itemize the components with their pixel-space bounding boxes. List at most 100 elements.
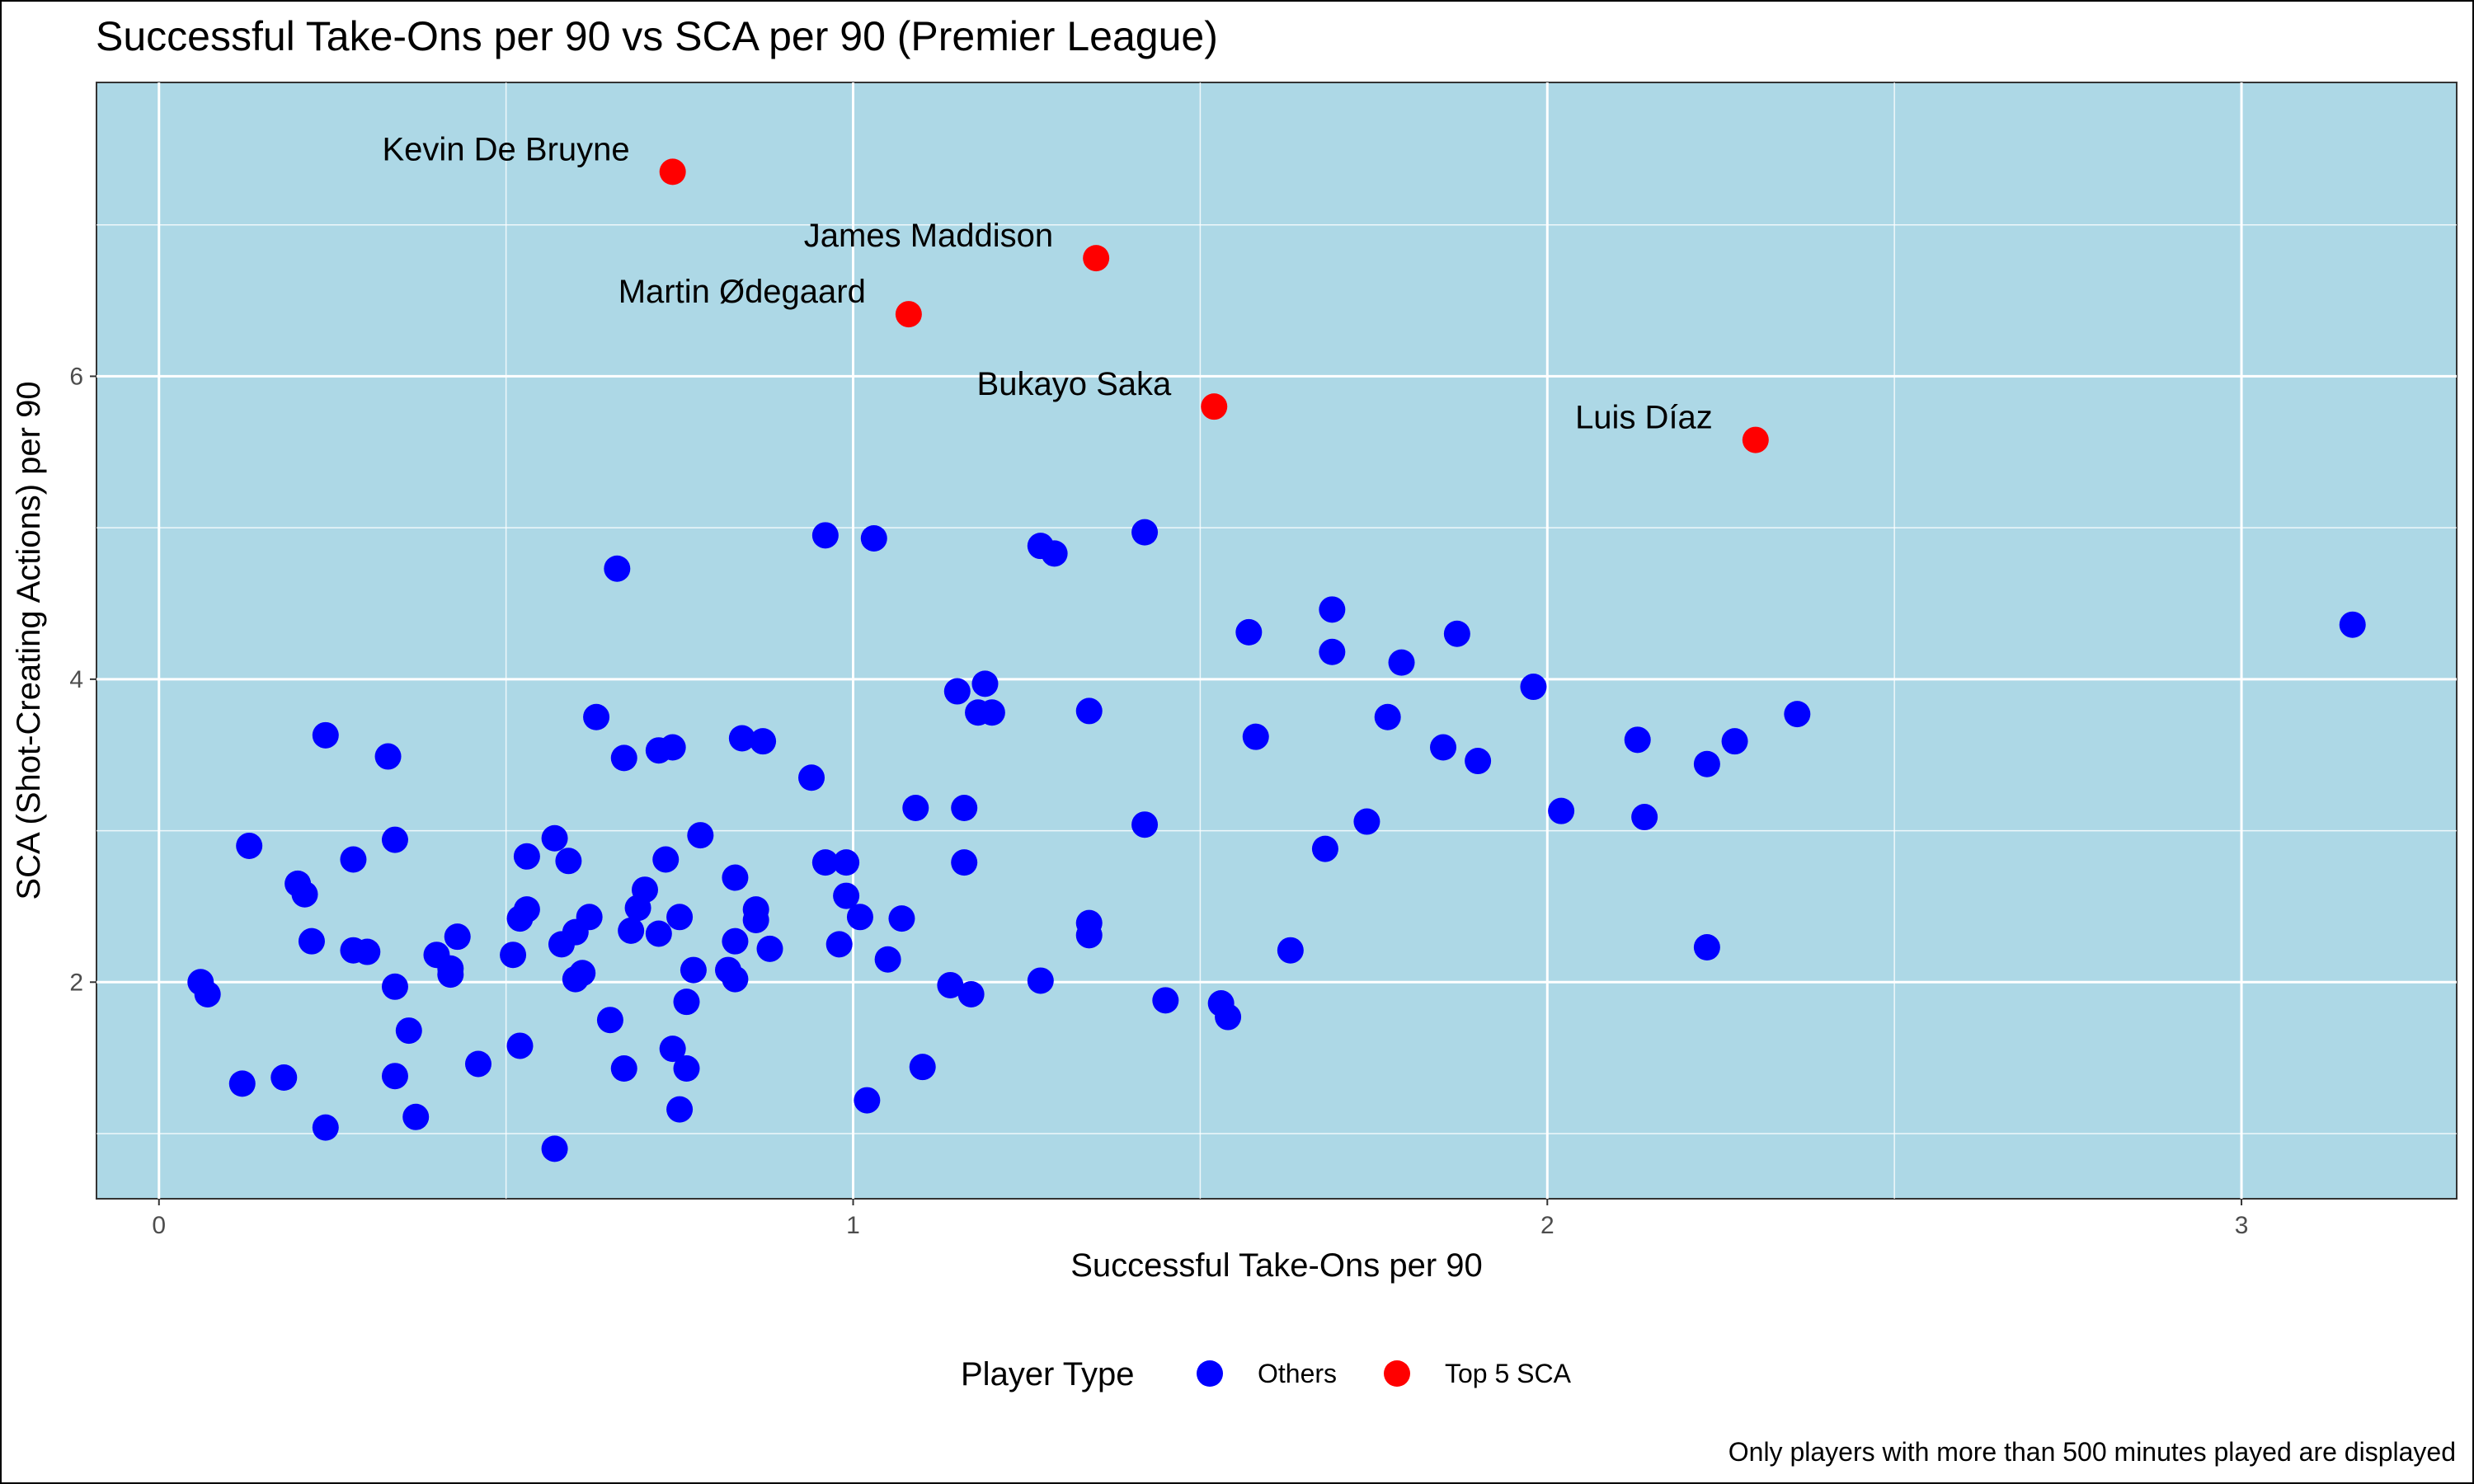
data-point-others bbox=[1319, 638, 1346, 665]
x-tick-label: 1 bbox=[846, 1212, 860, 1239]
data-point-others bbox=[728, 725, 755, 752]
data-point-others bbox=[1465, 748, 1492, 775]
data-point-top5 bbox=[1201, 393, 1228, 420]
data-point-others bbox=[951, 795, 978, 822]
data-point-others bbox=[756, 935, 783, 962]
legend-marker-others bbox=[1197, 1360, 1223, 1387]
data-point-others bbox=[798, 764, 825, 791]
legend-title: Player Type bbox=[961, 1356, 1135, 1392]
data-point-others bbox=[1075, 922, 1103, 949]
data-point-others bbox=[1374, 703, 1401, 730]
legend-label-top5: Top 5 SCA bbox=[1445, 1359, 1572, 1388]
data-point-others bbox=[291, 881, 318, 908]
data-point-others bbox=[1784, 701, 1811, 728]
data-point-others bbox=[1075, 697, 1103, 725]
data-point-others bbox=[437, 961, 464, 989]
data-point-others bbox=[951, 849, 978, 876]
data-point-others bbox=[506, 1032, 534, 1059]
data-point-others bbox=[513, 896, 540, 923]
data-point-others bbox=[742, 906, 769, 933]
data-point-others bbox=[902, 795, 929, 822]
data-point-others bbox=[374, 743, 402, 770]
data-point-others bbox=[833, 849, 860, 876]
data-points bbox=[187, 158, 2366, 1162]
data-point-others bbox=[1277, 937, 1304, 964]
data-point-top5 bbox=[659, 158, 686, 186]
data-point-others bbox=[381, 973, 408, 1000]
data-point-others bbox=[1548, 797, 1575, 824]
data-point-others bbox=[943, 678, 971, 705]
y-tick-label: 4 bbox=[69, 666, 83, 693]
point-labels: Kevin De Bruyne James Maddison Martin Ødeg… bbox=[383, 131, 1713, 435]
data-point-others bbox=[1693, 934, 1720, 961]
data-point-others bbox=[228, 1070, 256, 1097]
data-point-others bbox=[610, 744, 637, 772]
y-tick-label: 2 bbox=[69, 969, 83, 996]
chart-title: Successful Take-Ons per 90 vs SCA per 90… bbox=[96, 13, 1218, 59]
data-point-others bbox=[596, 1007, 623, 1034]
y-tick-label: 6 bbox=[69, 363, 83, 390]
data-point-others bbox=[666, 904, 694, 931]
grid-lines bbox=[96, 82, 2457, 1199]
data-point-others bbox=[1520, 674, 1547, 701]
plot-panel bbox=[96, 82, 2458, 1200]
data-point-others bbox=[937, 971, 964, 998]
data-point-others bbox=[659, 1036, 686, 1063]
data-point-others bbox=[750, 728, 777, 755]
data-point-others bbox=[464, 1050, 492, 1078]
data-point-others bbox=[1152, 987, 1179, 1014]
data-point-others bbox=[1631, 804, 1658, 831]
data-point-others bbox=[1443, 620, 1470, 647]
player-label: Martin Ødegaard bbox=[618, 274, 866, 310]
data-point-others bbox=[978, 699, 1005, 726]
player-label: James Maddison bbox=[804, 218, 1053, 254]
data-point-others bbox=[722, 864, 749, 891]
data-point-others bbox=[513, 843, 540, 870]
data-point-others bbox=[312, 721, 339, 749]
data-point-others bbox=[1353, 808, 1380, 835]
y-axis-title: SCA (Shot-Creating Actions) per 90 bbox=[11, 381, 47, 899]
data-point-top5 bbox=[1083, 245, 1110, 272]
data-point-others bbox=[1242, 723, 1269, 750]
data-point-others bbox=[541, 824, 568, 852]
data-point-top5 bbox=[895, 301, 922, 328]
data-point-others bbox=[722, 965, 749, 993]
data-point-others bbox=[825, 931, 853, 958]
data-point-others bbox=[444, 923, 471, 951]
data-point-others bbox=[971, 670, 999, 697]
data-point-others bbox=[604, 555, 631, 582]
data-point-others bbox=[631, 876, 658, 904]
caption: Only players with more than 500 minutes … bbox=[1729, 1437, 2456, 1467]
data-point-others bbox=[395, 1017, 422, 1045]
data-point-others bbox=[652, 846, 680, 873]
data-point-others bbox=[1131, 811, 1159, 838]
data-point-others bbox=[1311, 835, 1338, 862]
x-tick-label: 0 bbox=[152, 1212, 166, 1239]
player-label: Luis Díaz bbox=[1575, 400, 1713, 436]
data-point-others bbox=[1131, 519, 1159, 546]
data-point-others bbox=[1624, 726, 1651, 754]
data-point-others bbox=[659, 734, 686, 761]
data-point-others bbox=[1319, 596, 1346, 623]
legend-marker-top5 bbox=[1384, 1360, 1410, 1387]
data-point-others bbox=[610, 1055, 637, 1082]
data-point-others bbox=[500, 942, 527, 969]
data-point-others bbox=[1235, 618, 1263, 646]
data-point-others bbox=[576, 904, 603, 931]
data-point-others bbox=[194, 980, 221, 1007]
data-point-others bbox=[645, 920, 672, 947]
data-point-others bbox=[673, 989, 700, 1016]
data-point-others bbox=[666, 1096, 694, 1123]
player-label: Bukayo Saka bbox=[977, 366, 1172, 402]
data-point-others bbox=[381, 1063, 408, 1090]
data-point-others bbox=[340, 846, 367, 873]
data-point-others bbox=[722, 928, 749, 955]
data-point-others bbox=[541, 1135, 568, 1162]
data-point-others bbox=[569, 960, 596, 987]
x-tick-label: 2 bbox=[1540, 1212, 1554, 1239]
data-point-others bbox=[1027, 967, 1054, 994]
data-point-others bbox=[957, 980, 985, 1007]
data-point-others bbox=[2339, 611, 2366, 638]
data-point-others bbox=[909, 1054, 936, 1081]
